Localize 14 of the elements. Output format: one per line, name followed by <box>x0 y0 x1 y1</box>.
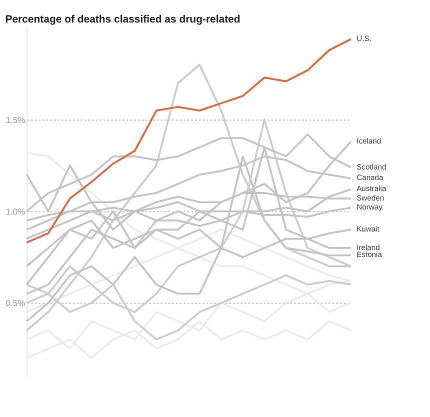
series-label: Kuwait <box>356 224 380 234</box>
y-tick-label: 1.0% <box>6 206 26 217</box>
series-label: Canada <box>356 173 384 182</box>
y-tick-label: 1.5% <box>6 115 26 126</box>
series-label: Sweden <box>356 193 384 202</box>
series-label: Scotland <box>356 162 386 172</box>
series-label: Norway <box>356 202 383 212</box>
series-label: Australia <box>356 184 387 194</box>
series-label: Iceland <box>356 136 382 146</box>
series-label: Estonia <box>356 250 383 260</box>
y-tick-label: 0.5% <box>6 298 26 308</box>
series-label: Ireland <box>356 242 380 252</box>
chart-title: Percentage of deaths classified as drug-related <box>5 14 240 26</box>
series-label: U.S. <box>356 34 372 44</box>
